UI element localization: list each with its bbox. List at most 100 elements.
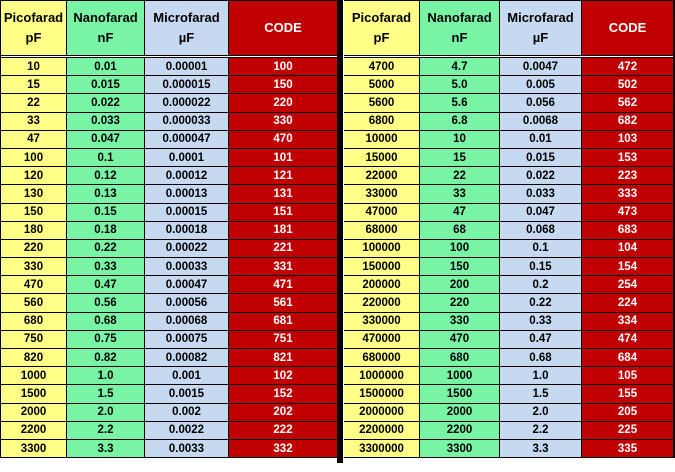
- nanofarad-cell: 33: [420, 184, 500, 203]
- code-cell: 561: [229, 293, 338, 312]
- picofarad-cell: 10: [1, 57, 67, 76]
- nanofarad-cell: 2.0: [67, 402, 145, 421]
- picofarad-cell: 130: [1, 184, 67, 203]
- microfarad-cell: 0.0001: [145, 147, 229, 167]
- picofarad-cell: 4700: [344, 57, 420, 76]
- microfarad-cell: 0.00068: [145, 311, 229, 330]
- nanofarad-cell: 0.022: [67, 93, 145, 112]
- nanofarad-cell: 47: [420, 202, 500, 221]
- microfarad-header-label: Microfarad: [507, 10, 574, 25]
- nanofarad-cell: 0.68: [67, 311, 145, 330]
- picofarad-cell: 47000: [344, 202, 420, 221]
- code-cell: 334: [582, 311, 674, 330]
- code-cell: 472: [582, 57, 674, 76]
- picofarad-header: Picofarad pF: [1, 0, 67, 55]
- microfarad-cell: 3.3: [500, 438, 582, 458]
- picofarad-cell: 10000: [344, 129, 420, 148]
- nanofarad-header-unit: nF: [97, 30, 114, 45]
- picofarad-cell: 120: [1, 166, 67, 185]
- microfarad-cell: 0.00018: [145, 220, 229, 239]
- microfarad-cell: 0.047: [500, 202, 582, 221]
- picofarad-cell: 1000: [1, 366, 67, 385]
- nanofarad-cell: 4.7: [420, 57, 500, 76]
- nanofarad-cell: 2.2: [67, 420, 145, 439]
- picofarad-cell: 220: [1, 238, 67, 258]
- nanofarad-header: Nanofarad nF: [420, 0, 500, 55]
- microfarad-cell: 0.056: [500, 93, 582, 112]
- nanofarad-cell: 470: [420, 329, 500, 348]
- microfarad-cell: 0.0068: [500, 111, 582, 130]
- code-cell: 471: [229, 275, 338, 294]
- microfarad-cell: 0.0033: [145, 438, 229, 458]
- nanofarad-cell: 200: [420, 275, 500, 294]
- picofarad-cell: 220000: [344, 293, 420, 312]
- picofarad-cell: 150: [1, 202, 67, 221]
- code-cell: 335: [582, 438, 674, 458]
- microfarad-cell: 2.2: [500, 420, 582, 439]
- picofarad-cell: 6800: [344, 111, 420, 130]
- code-cell: 225: [582, 420, 674, 439]
- nanofarad-cell: 0.47: [67, 275, 145, 294]
- table-divider: [337, 0, 343, 463]
- microfarad-header-label: Microfarad: [153, 10, 220, 25]
- microfarad-cell: 0.00012: [145, 166, 229, 185]
- nanofarad-cell: 0.015: [67, 75, 145, 94]
- code-cell: 101: [229, 147, 338, 167]
- microfarad-cell: 0.000047: [145, 129, 229, 148]
- picofarad-cell: 560: [1, 293, 67, 312]
- nanofarad-cell: 330: [420, 311, 500, 330]
- microfarad-cell: 0.00001: [145, 57, 229, 76]
- nanofarad-cell: 5.0: [420, 75, 500, 94]
- nanofarad-cell: 0.1: [67, 147, 145, 167]
- code-cell: 220: [229, 93, 338, 112]
- code-cell: 205: [582, 402, 674, 421]
- code-cell: 333: [582, 184, 674, 203]
- picofarad-cell: 750: [1, 329, 67, 348]
- picofarad-cell: 2000: [1, 402, 67, 421]
- microfarad-cell: 0.000015: [145, 75, 229, 94]
- code-header-label: CODE: [264, 20, 302, 35]
- microfarad-cell: 0.47: [500, 329, 582, 348]
- picofarad-header-label: Picofarad: [351, 10, 412, 25]
- microfarad-cell: 0.033: [500, 184, 582, 203]
- nanofarad-cell: 2000: [420, 402, 500, 421]
- nanofarad-cell: 0.12: [67, 166, 145, 185]
- picofarad-cell: 3300000: [344, 438, 420, 458]
- picofarad-cell: 100: [1, 147, 67, 167]
- picofarad-cell: 33000: [344, 184, 420, 203]
- nanofarad-cell: 1.5: [67, 384, 145, 403]
- microfarad-cell: 0.002: [145, 402, 229, 421]
- microfarad-cell: 0.005: [500, 75, 582, 94]
- nanofarad-cell: 22: [420, 166, 500, 185]
- picofarad-cell: 470: [1, 275, 67, 294]
- picofarad-header-label: Picofarad: [3, 10, 64, 25]
- code-cell: 821: [229, 348, 338, 367]
- code-cell: 474: [582, 329, 674, 348]
- microfarad-header-unit: µF: [532, 30, 549, 45]
- nanofarad-cell: 150: [420, 257, 500, 276]
- picofarad-cell: 330: [1, 257, 67, 276]
- code-cell: 150: [229, 75, 338, 94]
- code-cell: 254: [582, 275, 674, 294]
- code-cell: 502: [582, 75, 674, 94]
- microfarad-cell: 1.0: [500, 366, 582, 385]
- picofarad-cell: 1500: [1, 384, 67, 403]
- left-table: Picofarad pF Nanofarad nF Microfarad µF …: [0, 0, 338, 459]
- picofarad-cell: 180: [1, 220, 67, 239]
- microfarad-cell: 0.00033: [145, 257, 229, 276]
- nanofarad-cell: 68: [420, 220, 500, 239]
- code-cell: 470: [229, 129, 338, 148]
- code-cell: 683: [582, 220, 674, 239]
- picofarad-cell: 680: [1, 311, 67, 330]
- code-cell: 181: [229, 220, 338, 239]
- nanofarad-cell: 680: [420, 348, 500, 367]
- nanofarad-cell: 5.6: [420, 93, 500, 112]
- nanofarad-header-unit: nF: [451, 30, 468, 45]
- code-cell: 152: [229, 384, 338, 403]
- microfarad-cell: 0.68: [500, 348, 582, 367]
- picofarad-cell: 330000: [344, 311, 420, 330]
- picofarad-cell: 5600: [344, 93, 420, 112]
- nanofarad-cell: 0.22: [67, 238, 145, 258]
- nanofarad-cell: 10: [420, 129, 500, 148]
- code-cell: 155: [582, 384, 674, 403]
